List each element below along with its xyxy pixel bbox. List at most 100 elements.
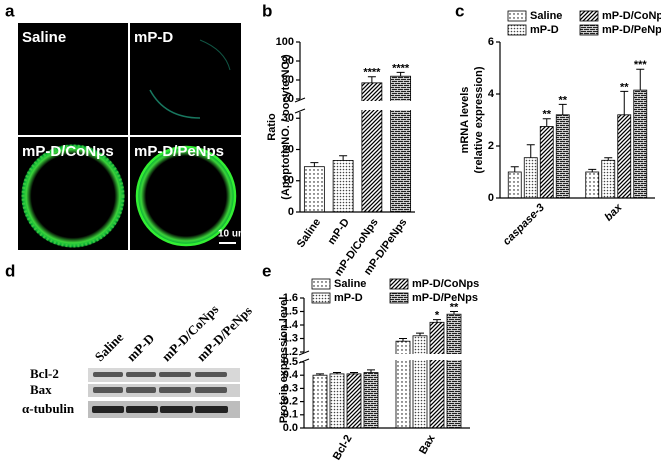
error-bar	[399, 338, 407, 342]
bar	[523, 157, 538, 199]
error-bar	[604, 157, 613, 161]
legend-swatch	[507, 24, 527, 36]
y-axis-label: mRNA levels	[459, 87, 471, 154]
panel-label: a	[5, 1, 15, 20]
panel-label: c	[455, 1, 464, 20]
error-bar	[450, 311, 458, 315]
y-tick-label: 90	[282, 55, 294, 67]
error-bar	[620, 90, 629, 115]
oocyte-ring	[21, 144, 125, 248]
bar	[303, 166, 325, 213]
error-bar	[510, 166, 519, 172]
bar	[601, 159, 616, 199]
bands	[92, 406, 228, 413]
y-tick-label: 0.3	[283, 382, 298, 394]
y-axis-label: Protein expression level	[278, 297, 290, 424]
legend-swatch	[579, 10, 599, 22]
error-bar	[542, 118, 551, 127]
oocyte-ring	[21, 144, 125, 248]
row-label: α-tubulin	[22, 401, 75, 416]
legend-label: mP-D/CoNps	[412, 278, 479, 290]
annotation: **	[450, 301, 459, 313]
bar	[329, 373, 345, 429]
legend-swatch	[311, 292, 331, 304]
y-tick-label: 0.0	[283, 422, 298, 434]
bar	[507, 171, 522, 199]
bar	[332, 160, 354, 213]
lane-label: Saline	[92, 329, 127, 364]
legend-label: mP-D/PeNps	[412, 292, 478, 304]
error-bar	[339, 155, 348, 161]
y-tick-label: 1.4	[283, 319, 299, 331]
error-bar	[526, 144, 535, 158]
bar	[390, 75, 412, 213]
annotation: ****	[363, 67, 381, 79]
axis-break	[301, 101, 416, 110]
y-tick-label: 1.2	[283, 346, 298, 358]
y-tick-label: 0	[488, 192, 494, 204]
y-tick-label: 70	[282, 93, 294, 105]
x-tick-label: caspase-3	[501, 202, 547, 248]
row-label: Bax	[30, 382, 52, 397]
bar	[617, 114, 632, 199]
row-label: Bcl-2	[30, 366, 59, 381]
y-tick-label: 20	[282, 143, 294, 155]
image-label: mP-D/CoNps	[22, 143, 114, 160]
y-axis-label: (ApoptoticNO. / oocyte NO.)	[280, 54, 292, 200]
legend-swatch	[507, 10, 527, 22]
image-label: mP-D	[134, 29, 173, 46]
y-tick-label: 0.4	[283, 369, 299, 381]
error-bar	[588, 168, 597, 172]
oocyte-ring	[136, 146, 236, 246]
annotation: *	[435, 310, 440, 322]
bar	[446, 313, 462, 429]
legend-label: mP-D/PeNps	[602, 24, 661, 36]
axis-break-mark	[298, 350, 310, 364]
panel-label: e	[262, 261, 271, 280]
error-bar	[367, 76, 376, 83]
bar	[555, 114, 570, 199]
micrograph	[18, 23, 128, 135]
legend-swatch	[311, 278, 331, 290]
legend-swatch	[579, 24, 599, 36]
bands	[93, 372, 227, 393]
y-tick-label: 10	[282, 175, 294, 187]
error-bar	[416, 332, 424, 336]
annotation: **	[558, 94, 567, 106]
fluorescence	[199, 39, 231, 71]
y-tick-label: 30	[282, 112, 294, 124]
bar	[363, 372, 379, 429]
legend-label: mP-D	[334, 292, 363, 304]
error-bar	[433, 319, 441, 323]
annotation: ****	[392, 62, 410, 74]
image-label: Saline	[22, 29, 66, 46]
annotation: **	[620, 81, 629, 93]
error-bar	[310, 162, 319, 167]
y-tick-label: 80	[282, 74, 294, 86]
bar	[412, 335, 428, 429]
x-tick-label: Saline	[295, 217, 323, 250]
y-tick-label: 100	[276, 36, 294, 48]
x-tick-label: bax	[603, 201, 626, 224]
error-bar	[333, 372, 341, 374]
y-tick-label: 1.3	[283, 332, 298, 344]
error-bar	[558, 103, 567, 115]
y-tick-label: 4	[488, 88, 495, 100]
fluorescence	[149, 89, 201, 119]
bar	[429, 321, 445, 429]
y-tick-label: 6	[488, 36, 494, 48]
error-bar	[316, 373, 324, 376]
error-bar	[396, 71, 405, 77]
error-bar	[367, 369, 375, 373]
lane-label: mP-D	[124, 331, 158, 365]
bar	[346, 373, 362, 429]
y-axis-label: Ratio	[266, 113, 278, 141]
bar	[585, 171, 600, 199]
legend-label: Saline	[334, 278, 366, 290]
micrographs	[18, 23, 241, 250]
bar	[633, 89, 648, 199]
error-bar	[636, 68, 645, 91]
legend-label: mP-D/CoNps	[602, 10, 661, 22]
x-tick-label: mP-D	[326, 216, 352, 246]
